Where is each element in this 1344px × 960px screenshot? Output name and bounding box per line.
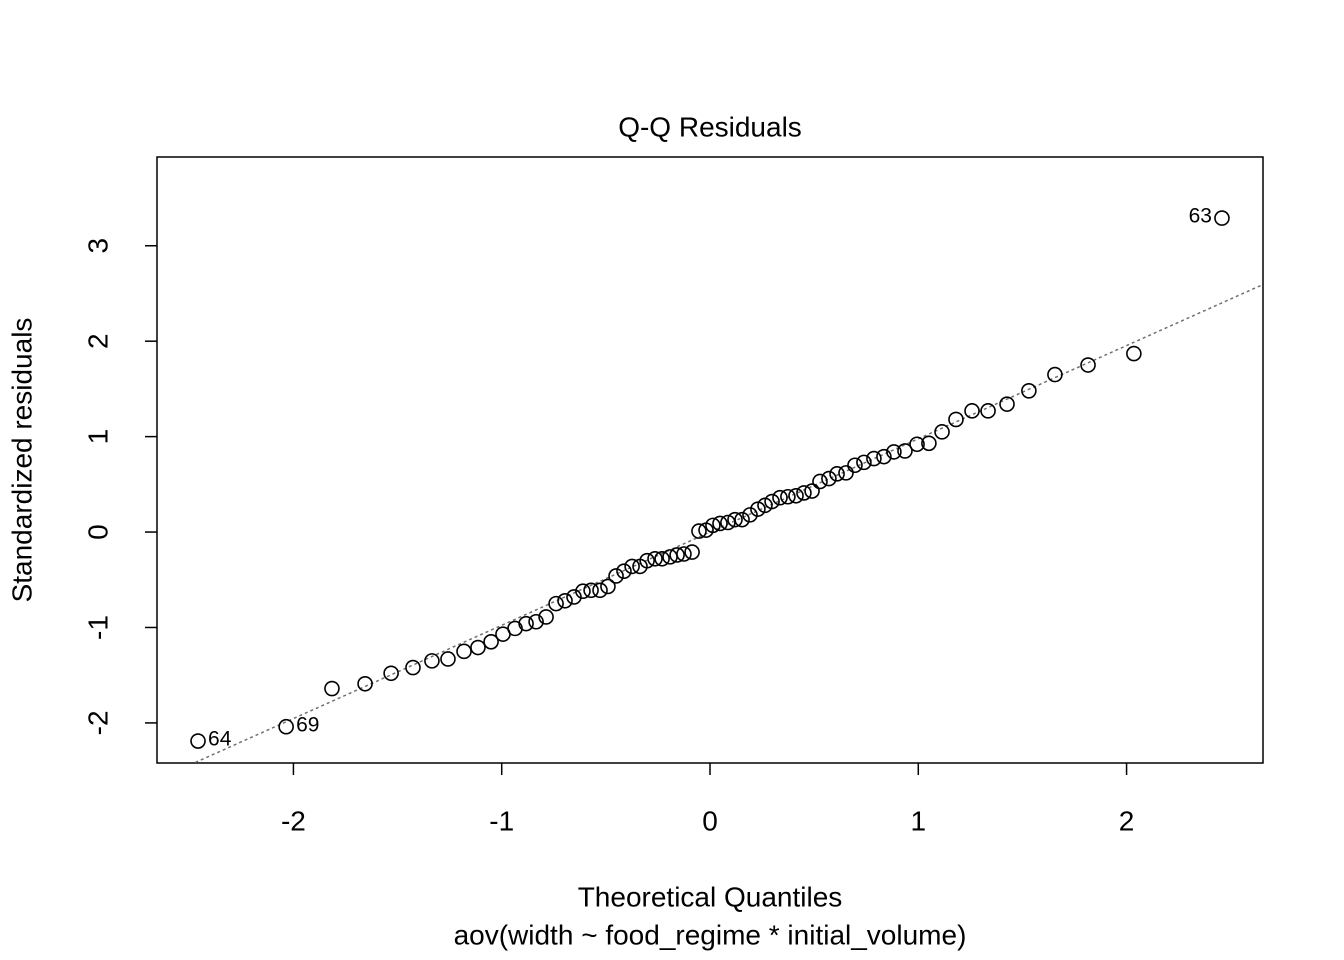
point	[948, 411, 964, 428]
point	[691, 523, 707, 539]
point	[424, 653, 440, 669]
point	[190, 733, 206, 749]
point	[1080, 357, 1096, 373]
point	[712, 515, 728, 532]
point-label: 63	[1189, 205, 1212, 228]
point	[921, 435, 937, 452]
point	[804, 483, 820, 499]
point	[742, 507, 758, 523]
point	[676, 546, 692, 562]
point	[909, 436, 925, 453]
point	[405, 659, 421, 676]
point	[528, 613, 544, 630]
point	[764, 493, 780, 510]
point	[886, 444, 902, 460]
point	[821, 470, 837, 487]
x-tick-label: 2	[1119, 805, 1135, 836]
point	[278, 718, 294, 735]
point	[624, 558, 640, 575]
point	[964, 403, 980, 419]
point	[812, 473, 828, 490]
point	[583, 582, 599, 599]
point	[1021, 383, 1037, 399]
x-tick-label: 0	[702, 805, 718, 836]
point	[897, 443, 913, 459]
point-label: 69	[296, 713, 319, 736]
point	[856, 454, 872, 471]
y-axis-label: Standardized residuals	[6, 318, 37, 603]
y-tick-label: 2	[82, 333, 113, 349]
point	[440, 651, 456, 667]
y-tick-label: -1	[82, 615, 113, 640]
plot-frame	[156, 156, 1264, 764]
point	[557, 592, 573, 609]
point	[1047, 366, 1063, 383]
point	[647, 550, 663, 567]
point	[727, 511, 743, 528]
point-label: 64	[208, 728, 232, 751]
point	[772, 489, 788, 506]
y-tick-label: 3	[82, 238, 113, 254]
y-tick-label: -2	[82, 710, 113, 735]
x-tick-label: -1	[489, 805, 514, 836]
x-tick-label: 1	[910, 805, 926, 836]
point	[788, 487, 804, 504]
point	[383, 665, 399, 682]
point	[575, 583, 591, 600]
point	[734, 511, 750, 528]
point	[357, 675, 373, 692]
x-axis-label: Theoretical Quantiles	[578, 881, 843, 912]
point	[866, 450, 882, 467]
y-tick-label: 0	[82, 524, 113, 540]
chart-title: Q-Q Residuals	[618, 111, 802, 142]
point	[684, 544, 700, 560]
point	[1214, 210, 1230, 226]
point	[980, 403, 996, 419]
x-tick-label: -2	[281, 805, 306, 836]
point	[1126, 345, 1142, 362]
reference-line	[192, 283, 1263, 763]
point	[592, 582, 608, 599]
point	[566, 589, 582, 605]
point	[548, 595, 564, 612]
point	[999, 396, 1015, 412]
point	[829, 466, 845, 482]
point	[654, 550, 670, 567]
point	[324, 680, 340, 697]
point	[600, 578, 616, 595]
point	[518, 615, 534, 632]
point	[934, 424, 950, 440]
point	[456, 643, 472, 660]
point	[705, 517, 721, 534]
y-tick-label: 1	[82, 429, 113, 445]
point	[470, 639, 486, 656]
point	[876, 448, 892, 465]
point	[616, 563, 632, 579]
point	[838, 465, 854, 481]
point	[538, 609, 554, 625]
point	[847, 457, 863, 474]
point	[608, 568, 624, 584]
point	[639, 552, 655, 569]
subtitle: aov(width ~ food_regime * initial_volume…	[454, 919, 967, 950]
point	[780, 488, 796, 505]
point	[669, 547, 685, 563]
point	[483, 633, 499, 650]
point	[796, 485, 812, 501]
